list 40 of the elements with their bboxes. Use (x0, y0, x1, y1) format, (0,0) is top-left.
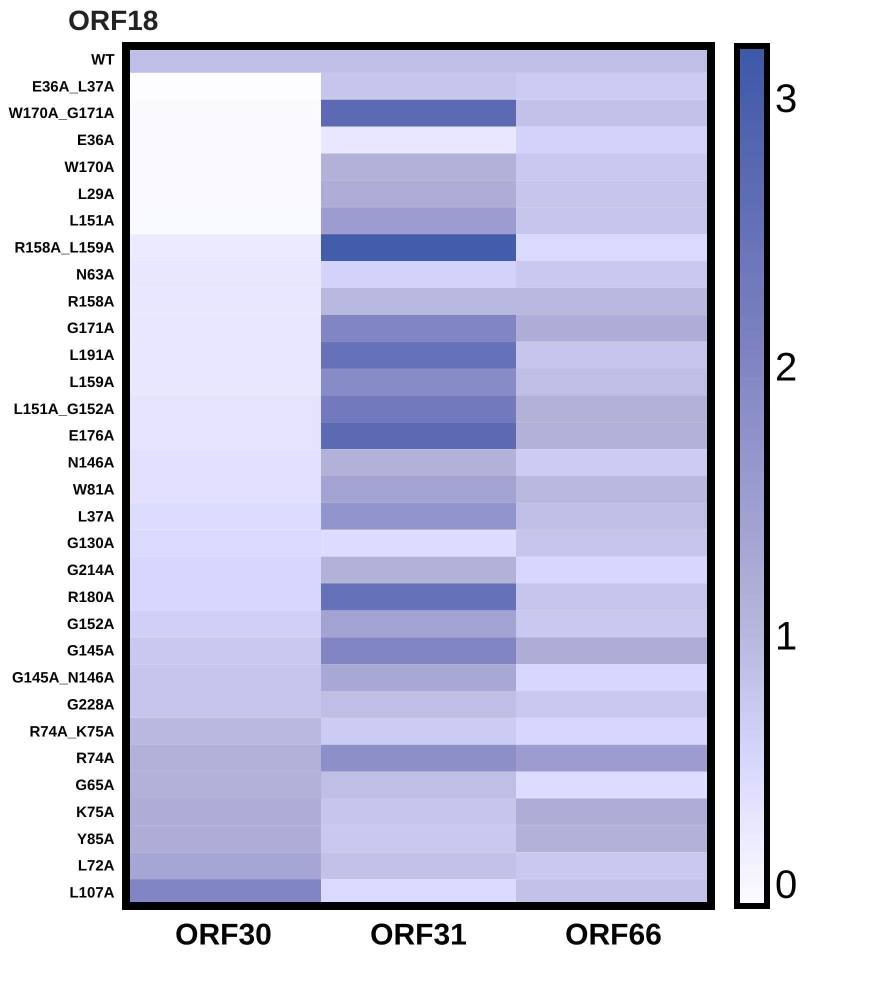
y-tick-label: L29A (78, 186, 115, 203)
y-tick-label: L107A (69, 884, 115, 902)
y-tick-label: R158A_L159A (14, 240, 115, 257)
y-tick-label: L151A (69, 212, 115, 230)
y-tick-label: K75A (76, 804, 115, 821)
y-tick-label: R74A_K75A (29, 723, 115, 740)
y-tick-label: R74A (76, 750, 115, 768)
y-tick-label: R158A (68, 293, 115, 310)
y-tick-label: L159A (69, 374, 115, 391)
y-tick-label: G152A (66, 616, 115, 633)
y-tick-label: G145A (66, 642, 115, 660)
x-tick-label: ORF30 (175, 918, 272, 952)
y-tick-label: E176A (68, 428, 115, 445)
color-bar-label: 3 (775, 76, 798, 121)
y-tick-label: L72A (78, 858, 115, 875)
y-tick-label: N63A (76, 266, 115, 284)
color-bar-label: 2 (775, 346, 798, 390)
y-tick-label: N146A (68, 454, 115, 472)
y-tick-label: Y85A (76, 830, 115, 848)
y-tick-label: G228A (66, 696, 115, 714)
y-tick-label: W170A (64, 158, 115, 176)
y-tick-label: G171A (66, 320, 115, 338)
y-tick-label: L151A_G152A (14, 400, 115, 418)
y-tick-label: E36A (76, 132, 115, 150)
color-bar-label: 0 (775, 863, 798, 907)
y-tick-label: W170A_G171A (8, 105, 115, 122)
x-tick-label: ORF31 (370, 918, 467, 952)
y-tick-label: G145A_N146A (12, 670, 115, 687)
y-tick-label: L37A (78, 508, 115, 526)
color-bar-label: 1 (775, 614, 798, 658)
y-tick-label: R180A (68, 588, 115, 606)
chart-title: ORF18 (68, 5, 158, 36)
y-tick-label: WT (91, 51, 114, 68)
y-tick-label: E36A_L37A (32, 78, 115, 96)
y-tick-label: W81A (72, 481, 115, 498)
y-tick-label: G214A (66, 562, 115, 580)
x-tick-label: ORF66 (565, 918, 662, 952)
y-tick-label: G65A (75, 777, 115, 794)
y-tick-label: L191A (69, 347, 115, 364)
y-tick-label: G130A (66, 535, 115, 552)
